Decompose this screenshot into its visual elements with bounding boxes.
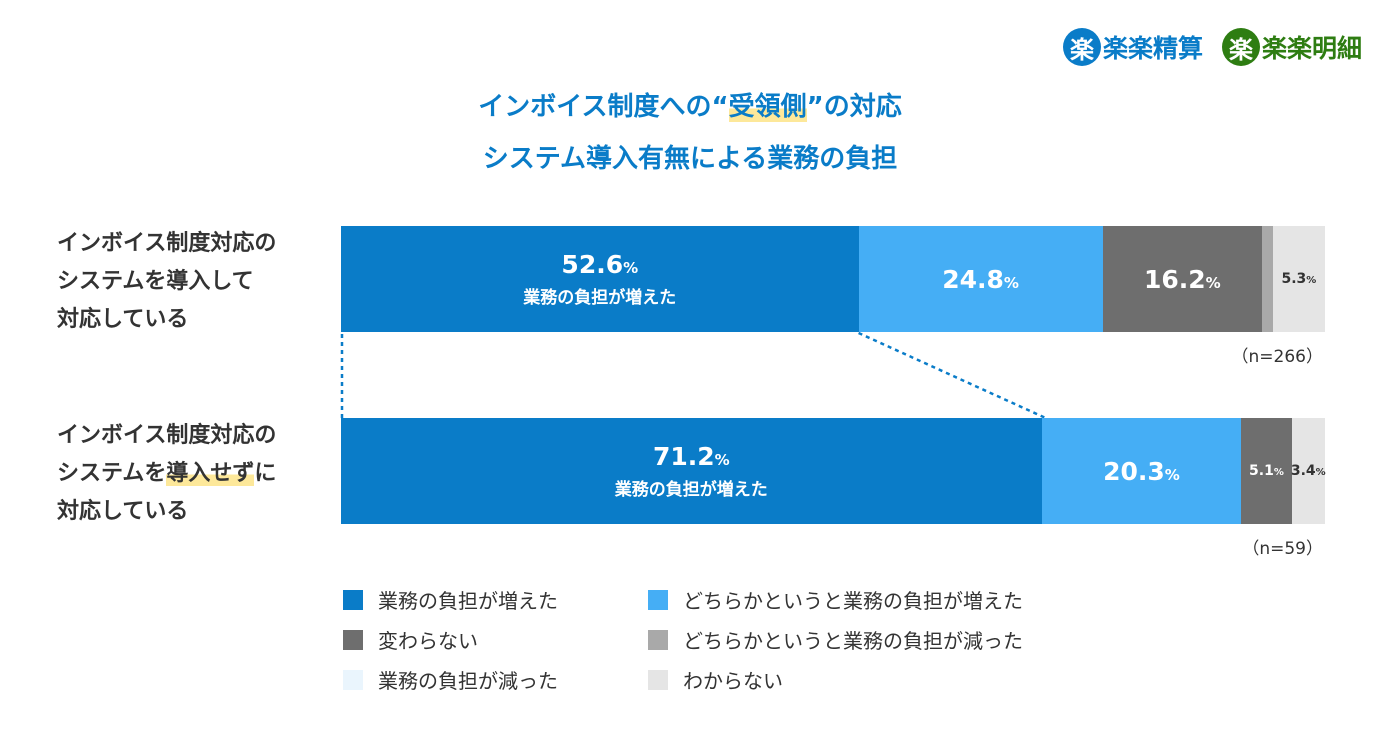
- chart-title-line1: インボイス制度への“受領側”の対応: [0, 86, 1380, 123]
- legend-item-increased: 業務の負担が増えた: [343, 585, 558, 614]
- row-label-1: インボイス制度対応の システムを導入して 対応している: [57, 225, 276, 339]
- data-label-unit: %: [1205, 273, 1221, 292]
- data-label: 24.8%: [942, 265, 1019, 294]
- chart-title-line2: システム導入有無による業務の負担: [482, 144, 898, 174]
- legend-swatch: [343, 669, 363, 690]
- data-label-unit: %: [714, 451, 730, 469]
- data-label: 16.2%: [1144, 265, 1221, 294]
- logo-mark: 楽: [1222, 28, 1260, 66]
- legend-label: 業務の負担が減った: [378, 669, 558, 693]
- data-label: 5.1%: [1249, 463, 1284, 479]
- row-label-highlight: 導入せず: [166, 461, 255, 486]
- n-label-2: （n=59）: [1242, 539, 1323, 559]
- data-label-value: 52.6: [561, 250, 624, 279]
- bar-segment-somewhat_increased: 24.8%: [858, 226, 1103, 332]
- bar-segment-increased: 71.2% 業務の負担が増えた: [341, 418, 1042, 524]
- data-label-sub: 業務の負担が増えた: [523, 288, 677, 308]
- title-text: ”の対応: [806, 92, 902, 122]
- row-label-text: システムを: [57, 461, 167, 486]
- data-label-value: 20.3: [1103, 456, 1165, 486]
- data-label-value: 5.3: [1281, 271, 1307, 287]
- logo-name: 楽楽明細: [1262, 34, 1363, 63]
- legend-item-somewhat_increased: どちらかというと業務の負担が増えた: [648, 585, 1023, 614]
- legend-swatch: [343, 629, 363, 650]
- row-label-line: インボイス制度対応の: [57, 423, 277, 448]
- bar-segment-somewhat_decreased: [1262, 226, 1273, 332]
- data-label: 71.2%: [653, 442, 730, 471]
- title-text: インボイス制度への“: [478, 92, 729, 122]
- data-label-unit: %: [623, 259, 639, 277]
- data-label-value: 16.2: [1143, 264, 1206, 294]
- data-label-unit: %: [1164, 465, 1180, 484]
- data-label: 20.3%: [1103, 457, 1180, 486]
- bar-segment-somewhat_increased: 20.3%: [1041, 418, 1242, 524]
- data-label-unit: %: [1315, 467, 1326, 478]
- row-label-line: 対応している: [57, 307, 189, 332]
- bar-segment-increased: 52.6% 業務の負担が増えた: [341, 226, 859, 332]
- data-label-value: 24.8: [942, 264, 1004, 294]
- legend-swatch: [648, 669, 668, 690]
- data-label-value: 3.4: [1290, 463, 1316, 479]
- legend-item-unknown: わからない: [648, 665, 783, 694]
- connector-right: [858, 331, 1047, 420]
- data-label: 52.6%: [561, 250, 638, 279]
- legend-label: 変わらない: [378, 629, 478, 653]
- legend-swatch: [343, 589, 363, 610]
- data-label: 5.3%: [1281, 271, 1316, 287]
- data-label: 3.4%: [1291, 463, 1326, 479]
- bar-row-1: 52.6% 業務の負担が増えた 24.8% 16.2% 5.3%: [341, 226, 1325, 332]
- row-label-2: インボイス制度対応の システムを導入せずに 対応している: [57, 417, 276, 531]
- legend-item-somewhat_decreased: どちらかというと業務の負担が減った: [648, 625, 1023, 654]
- legend-label: わからない: [683, 669, 783, 693]
- rakuraku-seisan-logo: 楽 楽楽精算: [1063, 28, 1203, 66]
- data-label-value: 71.2: [652, 442, 715, 471]
- legend-label: 業務の負担が増えた: [378, 589, 558, 613]
- title-highlight: 受領側: [728, 92, 807, 122]
- row-label-line: システムを導入せずに: [57, 455, 276, 493]
- logo-mark: 楽: [1063, 28, 1101, 66]
- n-label-1: （n=266）: [1231, 347, 1323, 367]
- bar-segment-unchanged: 5.1%: [1241, 418, 1292, 524]
- bar-segment-unchanged: 16.2%: [1102, 226, 1263, 332]
- data-label-unit: %: [1003, 273, 1019, 292]
- legend-item-decreased: 業務の負担が減った: [343, 665, 558, 694]
- bar-row-2: 71.2% 業務の負担が増えた 20.3% 5.1% 3.4%: [341, 418, 1326, 524]
- bar-segment-unknown: 5.3%: [1272, 226, 1325, 332]
- legend-swatch: [648, 629, 668, 650]
- legend-item-unchanged: 変わらない: [343, 625, 478, 654]
- rakuraku-meisai-logo: 楽 楽楽明細: [1222, 28, 1362, 66]
- data-label-unit: %: [1306, 275, 1317, 286]
- legend-label: どちらかというと業務の負担が増えた: [683, 589, 1023, 613]
- data-label-sub: 業務の負担が増えた: [614, 480, 768, 500]
- legend-label: どちらかというと業務の負担が減った: [683, 629, 1023, 653]
- data-label-value: 5.1: [1249, 463, 1274, 479]
- row-label-text: に: [254, 461, 277, 486]
- row-label-line: 対応している: [57, 499, 189, 524]
- row-label-line: インボイス制度対応の: [57, 231, 277, 256]
- data-label-unit: %: [1273, 467, 1284, 478]
- legend-swatch: [648, 589, 668, 610]
- logo-name: 楽楽精算: [1103, 34, 1204, 63]
- row-label-line: システムを導入して: [57, 269, 254, 294]
- bar-segment-unknown: 3.4%: [1291, 418, 1326, 524]
